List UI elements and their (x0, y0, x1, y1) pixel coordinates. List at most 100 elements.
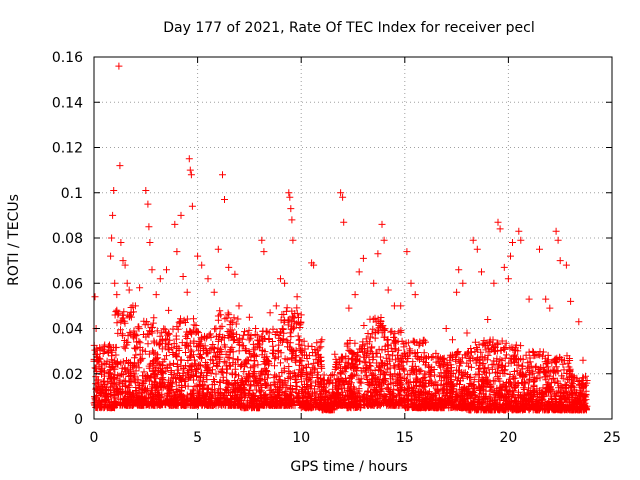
data-point (221, 196, 228, 203)
data-point (477, 386, 484, 394)
data-point (438, 356, 446, 364)
data-point (370, 279, 378, 287)
data-point (501, 369, 509, 377)
data-point (104, 348, 112, 356)
data-point (351, 291, 359, 299)
data-point (145, 350, 153, 358)
data-point (149, 323, 156, 331)
data-point (259, 327, 267, 335)
data-point (270, 388, 278, 396)
data-point (484, 364, 492, 372)
data-point (142, 187, 150, 194)
data-point (298, 372, 306, 380)
data-point (273, 393, 281, 401)
data-point (265, 329, 273, 337)
data-point (321, 393, 329, 401)
data-point (372, 349, 380, 357)
data-point (153, 351, 161, 359)
data-point (188, 202, 196, 210)
data-point (479, 341, 487, 349)
data-point (252, 325, 260, 332)
data-point (135, 337, 143, 345)
data-point (542, 376, 550, 384)
data-point (582, 396, 590, 404)
data-point (260, 401, 267, 409)
data-point (469, 236, 477, 244)
data-point (272, 302, 280, 310)
data-point (240, 331, 248, 339)
data-point (111, 379, 119, 387)
data-point (152, 291, 160, 299)
data-point (220, 341, 228, 349)
data-point (229, 336, 237, 344)
data-point (569, 380, 577, 388)
data-point (224, 328, 232, 335)
data-point (275, 332, 283, 340)
data-point (436, 361, 444, 369)
data-point (334, 389, 342, 397)
data-point (196, 383, 203, 391)
data-point (207, 356, 215, 364)
data-points (90, 62, 591, 414)
data-point (250, 373, 258, 381)
data-point (500, 406, 507, 414)
data-point (402, 339, 410, 347)
data-point (134, 376, 142, 384)
data-point (346, 347, 354, 355)
data-point (140, 368, 148, 376)
data-point (318, 336, 326, 344)
data-point (425, 395, 433, 403)
data-point (490, 279, 498, 287)
data-point (198, 400, 206, 408)
data-point (252, 352, 260, 360)
data-point (431, 389, 439, 397)
data-point (120, 308, 128, 316)
data-point (278, 401, 286, 409)
data-point (522, 351, 530, 359)
data-point (571, 393, 579, 401)
data-point (465, 348, 472, 356)
data-point (542, 295, 550, 303)
data-point (530, 383, 538, 390)
data-point (161, 355, 169, 363)
data-point (149, 393, 157, 401)
data-point (188, 367, 196, 375)
data-point (501, 382, 509, 390)
data-point (212, 353, 219, 361)
data-point (525, 295, 533, 303)
data-point (204, 365, 212, 373)
data-point (176, 373, 183, 381)
data-point (240, 389, 248, 397)
data-point (96, 397, 104, 405)
data-point (112, 398, 120, 406)
data-point (566, 366, 574, 374)
data-point (271, 355, 279, 363)
data-point (98, 403, 105, 411)
data-point (132, 388, 140, 396)
data-point (567, 297, 575, 305)
data-point (443, 396, 451, 404)
data-point (402, 353, 409, 361)
data-point (174, 396, 181, 404)
data-point (396, 391, 404, 399)
data-point (471, 384, 479, 392)
data-point (183, 288, 191, 296)
data-point (325, 392, 333, 400)
data-point (417, 378, 425, 386)
data-point (579, 356, 587, 364)
data-point (141, 347, 149, 355)
data-point (455, 356, 463, 364)
data-point (384, 341, 392, 349)
y-tick-labels: 00.020.040.060.080.10.120.140.16 (52, 50, 83, 428)
data-point (131, 302, 139, 310)
data-point (214, 362, 222, 370)
x-tick-label: 15 (396, 430, 414, 446)
data-point (361, 394, 369, 402)
data-point (185, 342, 193, 350)
data-point (306, 368, 314, 376)
data-point (323, 399, 331, 407)
data-point (106, 404, 114, 412)
data-point (383, 336, 391, 344)
data-point (502, 339, 510, 347)
data-point (153, 371, 161, 379)
